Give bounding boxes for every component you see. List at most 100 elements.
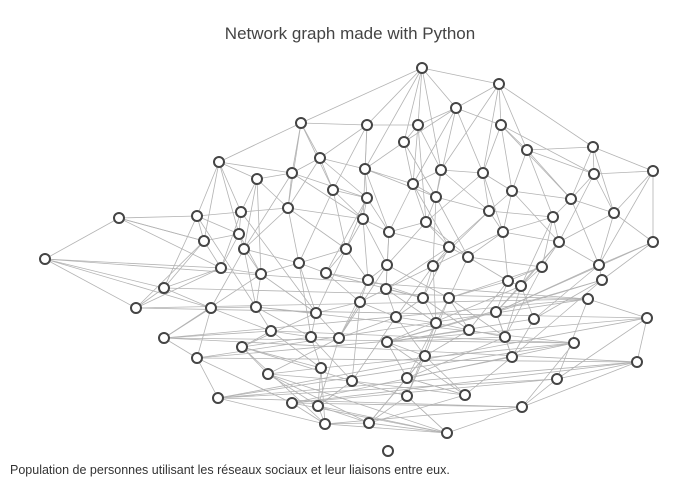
graph-node[interactable] <box>528 313 540 325</box>
graph-node[interactable] <box>631 356 643 368</box>
graph-node[interactable] <box>477 167 489 179</box>
graph-node[interactable] <box>401 390 413 402</box>
graph-node[interactable] <box>463 324 475 336</box>
graph-node[interactable] <box>483 205 495 217</box>
graph-node[interactable] <box>568 337 580 349</box>
graph-node[interactable] <box>401 372 413 384</box>
graph-node[interactable] <box>361 119 373 131</box>
graph-node[interactable] <box>363 417 375 429</box>
graph-node[interactable] <box>315 362 327 374</box>
graph-node[interactable] <box>158 332 170 344</box>
graph-node[interactable] <box>238 243 250 255</box>
graph-node[interactable] <box>441 427 453 439</box>
graph-node[interactable] <box>312 400 324 412</box>
graph-node[interactable] <box>398 136 410 148</box>
graph-node[interactable] <box>340 243 352 255</box>
graph-node[interactable] <box>262 368 274 380</box>
graph-node[interactable] <box>327 184 339 196</box>
graph-node[interactable] <box>547 211 559 223</box>
graph-node[interactable] <box>346 375 358 387</box>
graph-node[interactable] <box>641 312 653 324</box>
graph-node[interactable] <box>582 293 594 305</box>
graph-node[interactable] <box>647 165 659 177</box>
graph-node[interactable] <box>412 119 424 131</box>
graph-node[interactable] <box>305 331 317 343</box>
graph-node[interactable] <box>310 307 322 319</box>
graph-node[interactable] <box>430 317 442 329</box>
graph-node[interactable] <box>212 392 224 404</box>
graph-node[interactable] <box>382 445 394 457</box>
graph-node[interactable] <box>39 253 51 265</box>
graph-node[interactable] <box>502 275 514 287</box>
graph-node[interactable] <box>250 301 262 313</box>
graph-node[interactable] <box>233 228 245 240</box>
graph-node[interactable] <box>443 292 455 304</box>
graph-node[interactable] <box>450 102 462 114</box>
graph-node[interactable] <box>130 302 142 314</box>
graph-node[interactable] <box>354 296 366 308</box>
graph-node[interactable] <box>516 401 528 413</box>
graph-node[interactable] <box>381 259 393 271</box>
graph-node[interactable] <box>553 236 565 248</box>
graph-node[interactable] <box>390 311 402 323</box>
graph-node[interactable] <box>357 213 369 225</box>
graph-node[interactable] <box>191 352 203 364</box>
graph-node[interactable] <box>493 78 505 90</box>
graph-node[interactable] <box>380 283 392 295</box>
graph-node[interactable] <box>213 156 225 168</box>
graph-node[interactable] <box>417 292 429 304</box>
graph-node[interactable] <box>416 62 428 74</box>
graph-node[interactable] <box>381 336 393 348</box>
graph-node[interactable] <box>499 331 511 343</box>
graph-node[interactable] <box>647 236 659 248</box>
graph-node[interactable] <box>236 341 248 353</box>
graph-node[interactable] <box>255 268 267 280</box>
graph-node[interactable] <box>333 332 345 344</box>
graph-node[interactable] <box>319 418 331 430</box>
graph-node[interactable] <box>506 185 518 197</box>
graph-node[interactable] <box>191 210 203 222</box>
graph-node[interactable] <box>536 261 548 273</box>
graph-node[interactable] <box>497 226 509 238</box>
graph-node[interactable] <box>362 274 374 286</box>
graph-node[interactable] <box>551 373 563 385</box>
graph-node[interactable] <box>407 178 419 190</box>
graph-node[interactable] <box>295 117 307 129</box>
graph-node[interactable] <box>608 207 620 219</box>
graph-node[interactable] <box>588 168 600 180</box>
graph-node[interactable] <box>593 259 605 271</box>
graph-node[interactable] <box>198 235 210 247</box>
graph-node[interactable] <box>495 119 507 131</box>
graph-node[interactable] <box>293 257 305 269</box>
graph-node[interactable] <box>596 274 608 286</box>
graph-node[interactable] <box>251 173 263 185</box>
graph-node[interactable] <box>427 260 439 272</box>
graph-node[interactable] <box>587 141 599 153</box>
graph-node[interactable] <box>443 241 455 253</box>
graph-node[interactable] <box>459 389 471 401</box>
graph-node[interactable] <box>490 306 502 318</box>
graph-node[interactable] <box>286 397 298 409</box>
graph-node[interactable] <box>286 167 298 179</box>
graph-node[interactable] <box>383 226 395 238</box>
graph-node[interactable] <box>205 302 217 314</box>
graph-node[interactable] <box>113 212 125 224</box>
graph-node[interactable] <box>506 351 518 363</box>
graph-node[interactable] <box>361 192 373 204</box>
graph-node[interactable] <box>265 325 277 337</box>
graph-node[interactable] <box>462 251 474 263</box>
graph-node[interactable] <box>215 262 227 274</box>
graph-node[interactable] <box>565 193 577 205</box>
graph-node[interactable] <box>435 164 447 176</box>
graph-node[interactable] <box>282 202 294 214</box>
graph-node[interactable] <box>158 282 170 294</box>
graph-node[interactable] <box>420 216 432 228</box>
graph-node[interactable] <box>314 152 326 164</box>
graph-node[interactable] <box>430 191 442 203</box>
graph-node[interactable] <box>359 163 371 175</box>
graph-node[interactable] <box>235 206 247 218</box>
graph-node[interactable] <box>419 350 431 362</box>
graph-node[interactable] <box>521 144 533 156</box>
graph-node[interactable] <box>320 267 332 279</box>
graph-node[interactable] <box>515 280 527 292</box>
